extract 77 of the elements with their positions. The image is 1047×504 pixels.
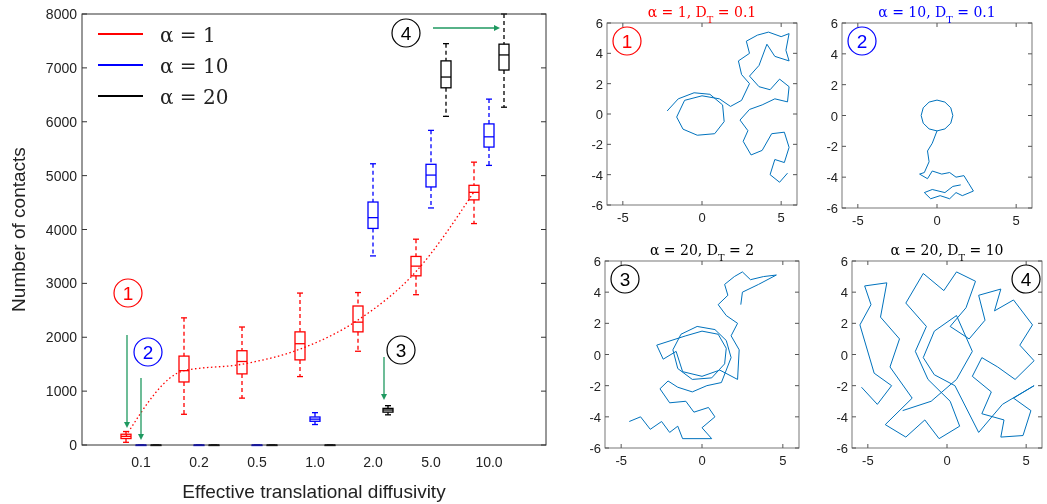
y-tick-label: 3000 [45, 275, 78, 292]
chart-title: α = 10, D$_{T}$ = 0.1 [878, 4, 996, 25]
annotation: 2 [142, 342, 154, 363]
x-tick-label: -5 [617, 210, 629, 225]
annotation: 3 [619, 269, 631, 290]
y-tick-label: -6 [836, 441, 848, 456]
y-tick-label: 5000 [45, 167, 78, 184]
x-tick-label: 0 [698, 453, 706, 468]
line-series [666, 31, 790, 183]
y-tick-label: 6 [593, 254, 601, 269]
x-tick-label: 5 [779, 453, 787, 468]
y-tick-label: 6 [830, 16, 838, 31]
y-tick-label: -4 [836, 409, 848, 425]
y-tick-label: -2 [836, 378, 848, 394]
y-tick-label: 2 [840, 316, 848, 332]
x-axis-title: Effective translational diffusivity [182, 481, 447, 502]
y-tick-label: -2 [826, 139, 838, 155]
y-tick-label: 0 [840, 347, 848, 363]
y-tick-label: 0 [595, 107, 603, 122]
y-tick-label: 7000 [45, 59, 78, 76]
annotation: 4 [1020, 269, 1032, 290]
annotation: 3 [395, 340, 407, 361]
chart-title: α = 1, D$_{T}$ = 0.1 [647, 4, 757, 25]
y-tick-label: 4 [593, 285, 601, 301]
y-tick-label: 2 [595, 76, 603, 92]
y-tick-label: 4 [595, 46, 603, 62]
x-tick-label: 0.2 [189, 454, 209, 470]
annotation: 1 [621, 31, 633, 52]
y-tick-label: -6 [589, 441, 601, 456]
x-tick-label: 2.0 [363, 454, 383, 470]
annotation: 4 [400, 23, 412, 44]
y-tick-label: -2 [589, 378, 601, 394]
y-tick-label: 2 [830, 77, 838, 93]
y-tick-label: 6 [840, 254, 848, 269]
y-tick-label: -6 [591, 198, 603, 213]
line-series [628, 271, 777, 440]
y-tick-label: 4000 [45, 221, 78, 238]
y-tick-label: 4 [840, 285, 848, 301]
y-tick-label: 8000 [45, 6, 78, 22]
y-tick-label: -4 [826, 170, 838, 186]
x-tick-label: 5 [777, 210, 785, 225]
y-tick-label: 0 [593, 347, 601, 363]
x-tick-label: 10.0 [475, 454, 503, 470]
annotation: 1 [122, 283, 134, 304]
y-tick-label: -2 [591, 137, 603, 153]
x-tick-label: 1.0 [305, 454, 325, 470]
y-tick-label: 1000 [45, 383, 78, 400]
y-tick-label: 4 [830, 46, 838, 62]
y-tick-label: 2 [593, 316, 601, 332]
x-tick-label: 5 [1012, 213, 1020, 228]
legend-label: α = 10 [160, 54, 229, 78]
x-tick-label: 5 [1022, 453, 1030, 468]
x-tick-label: 0 [933, 213, 941, 228]
x-tick-label: -5 [862, 453, 874, 468]
y-tick-label: -4 [589, 409, 601, 425]
y-axis-title: Number of contacts [8, 147, 29, 312]
annotation: 2 [856, 31, 868, 52]
x-tick-label: -5 [615, 453, 627, 468]
y-tick-label: 2000 [45, 329, 78, 346]
y-tick-label: 0 [830, 108, 838, 124]
y-tick-label: -4 [591, 167, 603, 183]
x-tick-label: 0 [698, 210, 706, 225]
chart-title: α = 20, D$_{T}$ = 2 [649, 242, 755, 263]
y-tick-label: 6000 [45, 113, 78, 130]
line-series [919, 99, 974, 200]
legend-label: α = 20 [160, 85, 229, 109]
x-tick-label: -5 [852, 213, 864, 228]
x-tick-label: 5.0 [421, 454, 441, 470]
chart-title: α = 20, D$_{T}$ = 10 [890, 242, 1004, 263]
line-series [859, 271, 1035, 440]
y-tick-label: 6 [595, 16, 603, 31]
x-tick-label: 0.5 [247, 454, 267, 470]
legend-label: α = 1 [160, 23, 216, 47]
y-tick-label: 0 [69, 437, 78, 453]
x-tick-label: 0.1 [131, 454, 151, 470]
x-tick-label: 0 [943, 453, 951, 468]
y-tick-label: -6 [826, 201, 838, 216]
